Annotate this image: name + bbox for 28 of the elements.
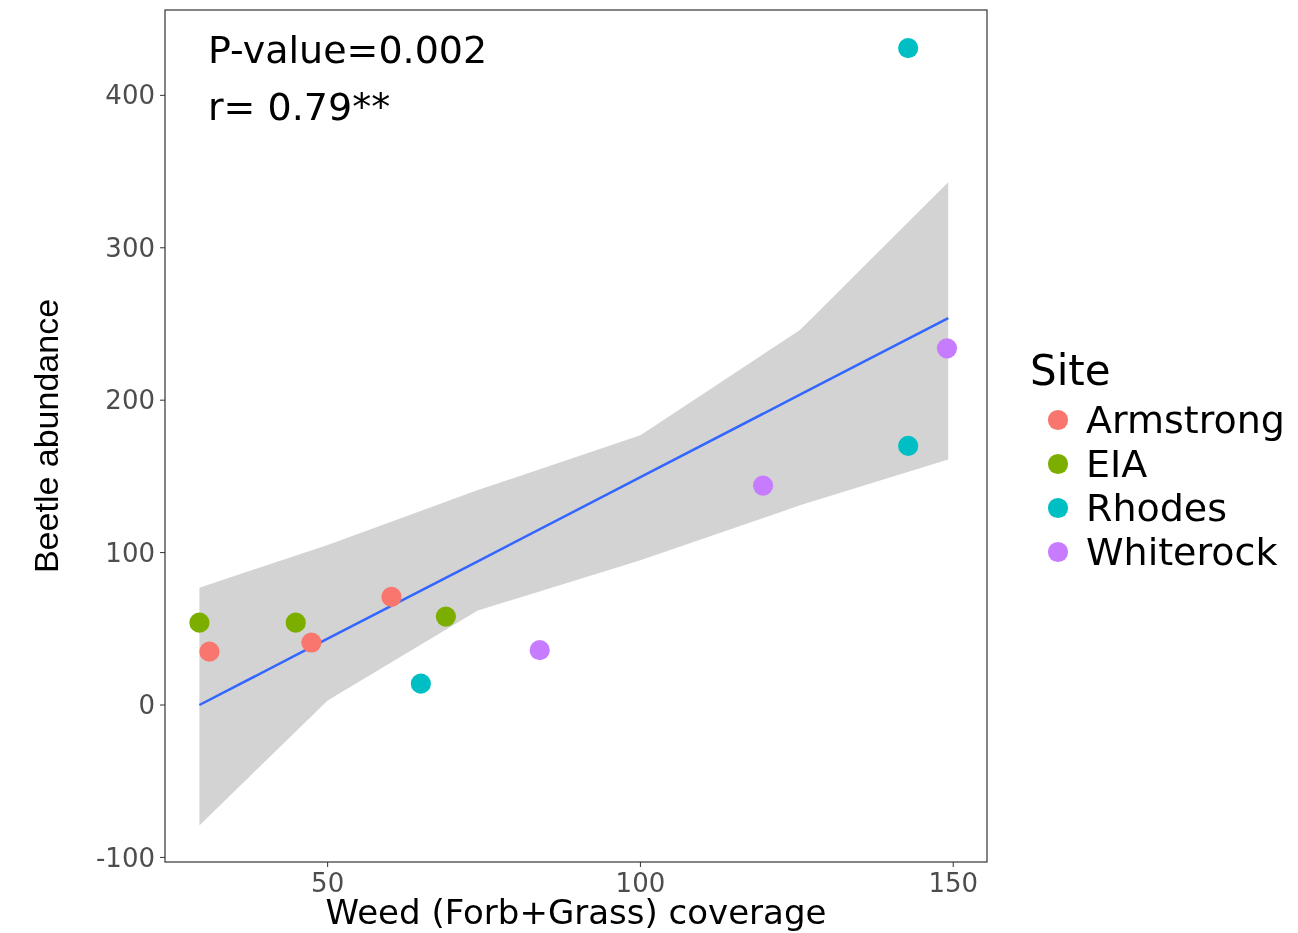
point [301, 632, 322, 653]
y-tick-label: 100 [105, 537, 155, 568]
y-axis-title: Beetle abundance [27, 298, 65, 574]
y-tick-label: 300 [105, 232, 155, 263]
point [189, 612, 210, 633]
y-tick-label: 0 [138, 690, 155, 721]
annotation: P-value=0.002 [208, 28, 488, 72]
point [285, 612, 306, 633]
point [898, 435, 919, 456]
point [898, 38, 919, 59]
legend-label: Whiterock [1086, 530, 1278, 575]
legend-label: EIA [1086, 442, 1148, 487]
point [529, 640, 550, 661]
point [752, 475, 774, 496]
y-tick-label: -100 [95, 842, 155, 873]
point [381, 586, 402, 607]
line-series [198, 316, 950, 707]
point [410, 673, 431, 694]
x-tick-label: 150 [928, 868, 979, 898]
y-tick-label: 400 [105, 80, 155, 111]
point [435, 606, 456, 627]
y-tick-label: 200 [105, 385, 155, 416]
legend-label: Armstrong [1086, 398, 1285, 443]
annotation: r= 0.79** [208, 85, 391, 129]
point [936, 338, 958, 359]
point [199, 641, 220, 662]
legend-label: Rhodes [1086, 486, 1228, 531]
legend-title: Site [1030, 346, 1111, 395]
